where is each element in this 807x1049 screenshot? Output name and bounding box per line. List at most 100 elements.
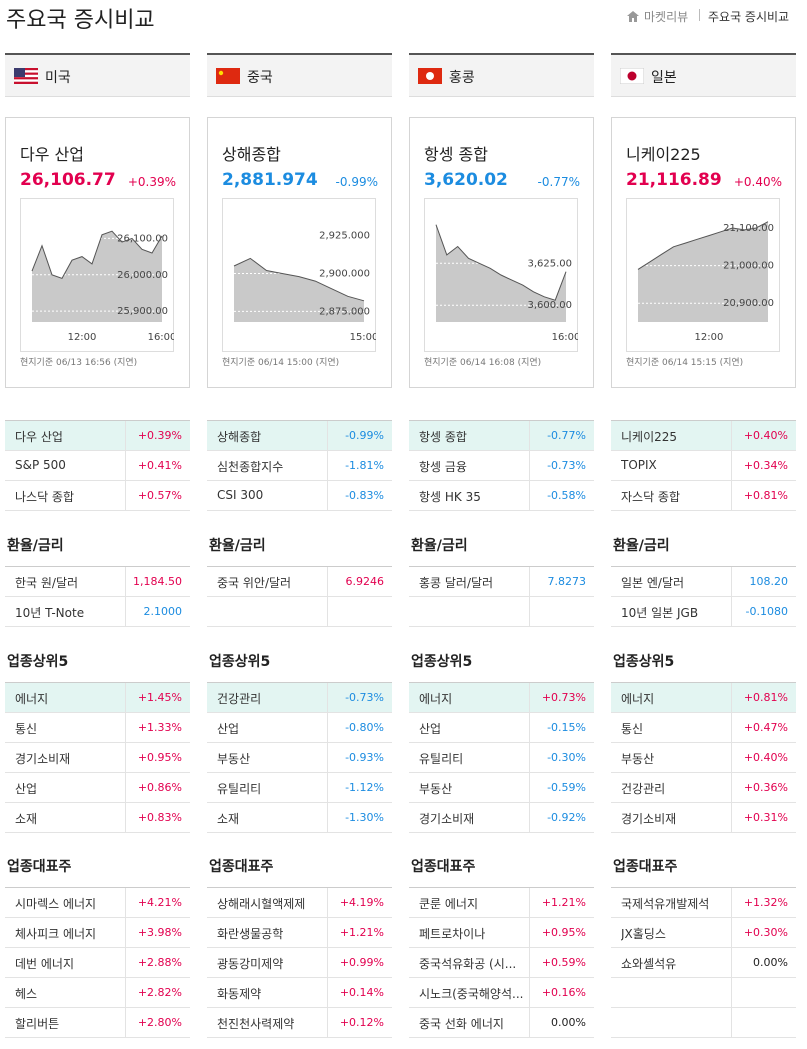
row-name[interactable]: 체사피크 에너지 (15, 927, 97, 941)
row-name[interactable]: 경기소비재 (15, 752, 71, 766)
row-name[interactable]: 상해종합 (217, 430, 262, 444)
table-row: 상해래시혈액제제 +4.19% (207, 888, 392, 918)
row-name[interactable]: 페트로차이나 (419, 927, 486, 941)
section-title: 환율/금리 (411, 538, 468, 554)
row-name[interactable]: 광동강미제약 (217, 957, 284, 971)
row-name[interactable]: 통신 (15, 722, 38, 736)
cell-divider (529, 597, 530, 626)
flag-field (216, 68, 240, 84)
cell-divider (731, 918, 732, 947)
table: 국제석유개발제석 +1.32% JX홀딩스 +0.30% 쇼와셸석유 0.00% (611, 887, 796, 1038)
row-name[interactable]: 유틸리티 (419, 752, 464, 766)
cell-divider (731, 743, 732, 772)
row-name[interactable]: 소재 (15, 812, 38, 826)
row-name[interactable]: 부동산 (419, 782, 453, 796)
row-name[interactable]: 항셍 종합 (419, 430, 467, 444)
row-name[interactable]: 에너지 (419, 692, 453, 706)
row-name[interactable]: 중국 선화 에너지 (419, 1017, 504, 1031)
row-name[interactable]: 화란생물공학 (217, 927, 284, 941)
row-name[interactable]: 소재 (217, 812, 240, 826)
row-value: +0.99% (339, 956, 384, 969)
row-name[interactable]: 부동산 (217, 752, 251, 766)
row-value: -0.59% (547, 781, 586, 794)
row-name[interactable]: 산업 (419, 722, 442, 736)
cell-divider (125, 1008, 126, 1037)
row-name[interactable]: 화동제약 (217, 987, 262, 1001)
table-row: 부동산 +0.40% (611, 743, 796, 773)
row-name[interactable]: 경기소비재 (621, 812, 677, 826)
row-name[interactable]: 쇼와셸석유 (621, 957, 677, 971)
row-name[interactable]: 나스닥 종합 (15, 490, 75, 504)
row-name[interactable]: 헤스 (15, 987, 38, 1001)
cell-divider (327, 421, 328, 450)
row-name[interactable]: 중국석유화공 (시... (419, 957, 517, 971)
row-name[interactable]: 니케이225 (621, 430, 678, 444)
row-name[interactable]: 일본 엔/달러 (621, 576, 685, 590)
row-name[interactable]: 항셍 금융 (419, 460, 467, 474)
table-row: 항셍 HK 35 -0.58% (409, 481, 594, 511)
cell-divider (125, 683, 126, 712)
row-name[interactable]: JX홀딩스 (621, 927, 666, 941)
chart-note: 현지기준 06/14 16:08 (지연) (424, 358, 542, 368)
row-name[interactable]: TOPIX (621, 458, 657, 472)
row-value: -1.81% (345, 459, 384, 472)
row-name[interactable]: 산업 (217, 722, 240, 736)
index-name: 다우 산업 (20, 145, 84, 164)
row-name[interactable]: 경기소비재 (419, 812, 475, 826)
row-value: -0.1080 (745, 605, 788, 618)
row-name[interactable]: 시노크(중국해양석... (419, 987, 524, 1001)
table-row: 심천종합지수 -1.81% (207, 451, 392, 481)
breadcrumb-link[interactable]: 마켓리뷰 (644, 10, 689, 24)
row-name[interactable]: 상해래시혈액제제 (217, 897, 306, 911)
table-row: 중국 선화 에너지 0.00% (409, 1008, 594, 1038)
row-name[interactable]: 항셍 HK 35 (419, 490, 481, 504)
row-value: 0.00% (551, 1016, 586, 1029)
breadcrumb-separator (699, 9, 700, 21)
row-name[interactable]: S&P 500 (15, 458, 66, 472)
row-name[interactable]: 에너지 (621, 692, 655, 706)
row-name[interactable]: 건강관리 (621, 782, 666, 796)
row-name[interactable]: 중국 위안/달러 (217, 576, 292, 590)
row-name[interactable]: 통신 (621, 722, 644, 736)
section-title: 업종대표주 (7, 859, 72, 875)
mini-chart: 3,625.00 3,600.00 16:00 (424, 198, 578, 352)
index-card: 다우 산업 26,106.77 +0.39% 현지기준 06/13 16:56 (지연… (5, 117, 190, 388)
index-price: 2,881.974 (222, 170, 318, 190)
row-name[interactable]: 10년 T-Note (15, 606, 85, 620)
flag-canton (14, 68, 25, 77)
row-value: -0.58% (547, 489, 586, 502)
row-value: +0.39% (137, 429, 182, 442)
row-name[interactable]: CSI 300 (217, 488, 264, 502)
row-name[interactable]: 10년 일본 JGB (621, 606, 699, 620)
row-name[interactable]: 국제석유개발제석 (621, 897, 710, 911)
row-name[interactable]: 쿤룬 에너지 (419, 897, 479, 911)
row-name[interactable]: 자스닥 종합 (621, 490, 681, 504)
row-value: -0.15% (547, 721, 586, 734)
row-name[interactable]: 산업 (15, 782, 38, 796)
row-name[interactable]: 부동산 (621, 752, 655, 766)
section-title: 업종상위5 (209, 654, 271, 670)
y-tick-label: 3,600.00 (527, 300, 572, 311)
table-row: 중국석유화공 (시... +0.59% (409, 948, 594, 978)
row-name[interactable]: 홍콩 달러/달러 (419, 576, 494, 590)
row-name[interactable]: 다우 산업 (15, 430, 63, 444)
row-name[interactable]: 유틸리티 (217, 782, 262, 796)
row-value: +0.95% (541, 926, 586, 939)
table-row (611, 978, 796, 1008)
row-name[interactable]: 데번 에너지 (15, 957, 75, 971)
row-name[interactable]: 건강관리 (217, 692, 262, 706)
table-row: 소재 +0.83% (5, 803, 190, 833)
chart-area (638, 221, 768, 322)
table-row: 건강관리 +0.36% (611, 773, 796, 803)
market-name: 홍콩 (449, 70, 475, 86)
cell-divider (731, 1008, 732, 1037)
cell-divider (327, 1008, 328, 1037)
row-name[interactable]: 할리버튼 (15, 1017, 60, 1031)
row-name[interactable]: 천진천사력제약 (217, 1017, 295, 1031)
row-name[interactable]: 시마렉스 에너지 (15, 897, 97, 911)
table-row: 산업 -0.80% (207, 713, 392, 743)
row-name[interactable]: 심천종합지수 (217, 460, 284, 474)
row-name[interactable]: 한국 원/달러 (15, 576, 79, 590)
x-tick-label: 15:00 (350, 332, 376, 343)
row-name[interactable]: 에너지 (15, 692, 49, 706)
